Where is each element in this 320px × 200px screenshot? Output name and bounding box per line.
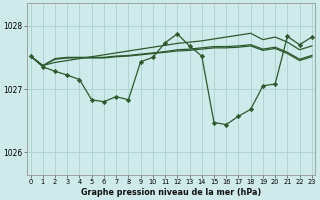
- X-axis label: Graphe pression niveau de la mer (hPa): Graphe pression niveau de la mer (hPa): [81, 188, 261, 197]
